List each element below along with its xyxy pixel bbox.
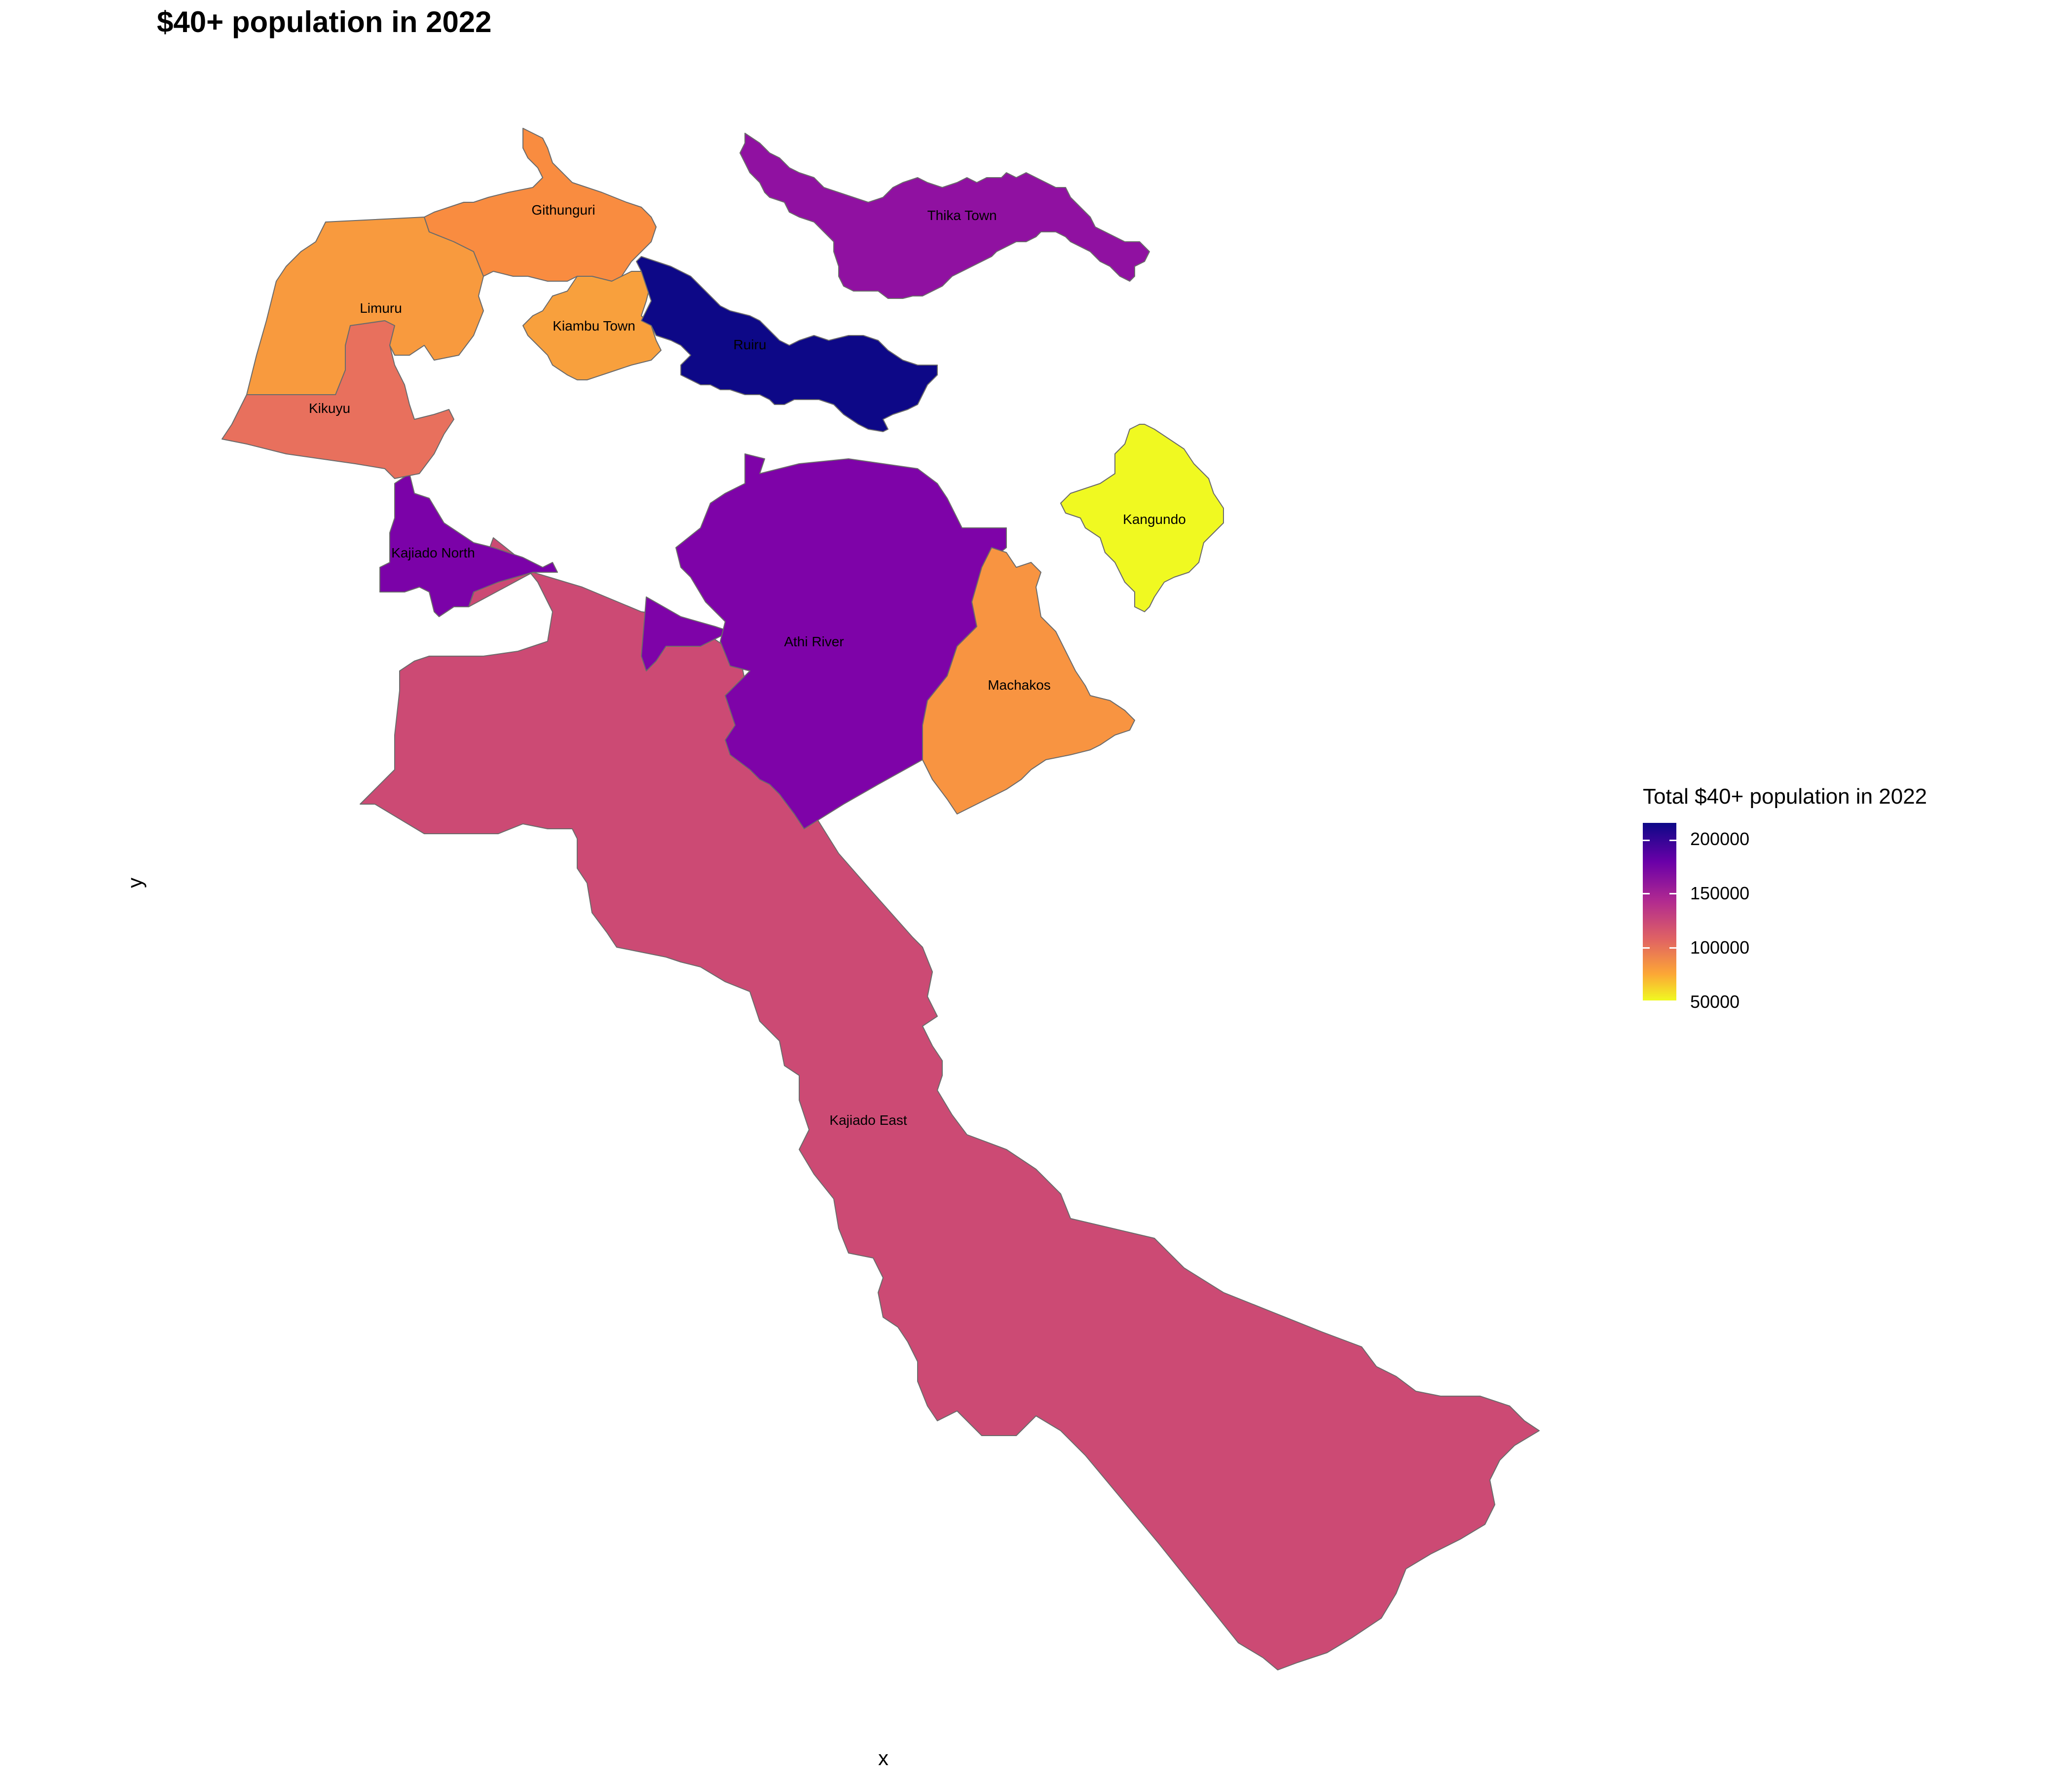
x-axis-label: x: [878, 1746, 888, 1770]
label-kajiado-north: Kajiado North: [391, 545, 475, 560]
legend-tick-mark: [1669, 1001, 1676, 1003]
region-athi-river[interactable]: [675, 453, 1007, 829]
region-kikuyu[interactable]: [222, 320, 454, 479]
region-machakos[interactable]: [922, 547, 1135, 814]
label-githunguri: Githunguri: [531, 202, 595, 218]
legend: Total $40+ population in 2022 200000 150…: [1643, 784, 1927, 1012]
region-athi-river-south[interactable]: [641, 596, 731, 671]
region-kajiado-north[interactable]: [379, 473, 558, 617]
region-thika-town[interactable]: [740, 133, 1150, 299]
label-kajiado-east: Kajiado East: [829, 1112, 907, 1128]
label-athi-river: Athi River: [784, 634, 844, 649]
label-limuru: Limuru: [360, 300, 402, 316]
label-thika-town: Thika Town: [927, 208, 997, 223]
label-kikuyu: Kikuyu: [309, 401, 350, 416]
legend-tick-mark: [1643, 1001, 1650, 1003]
legend-tick-mark: [1643, 893, 1650, 894]
region-kiambu-town[interactable]: [522, 271, 662, 380]
legend-tick-label: 150000: [1690, 883, 1750, 903]
region-ruiru[interactable]: [636, 256, 938, 432]
legend-colorbar: [1643, 823, 1676, 1003]
legend-tick-mark: [1669, 893, 1676, 894]
legend-title: Total $40+ population in 2022: [1643, 784, 1927, 809]
chart-title: $40+ population in 2022: [157, 5, 492, 38]
y-axis-label: y: [123, 878, 147, 888]
legend-tick-mark: [1669, 947, 1676, 949]
legend-tick-label: 200000: [1690, 829, 1750, 849]
legend-tick-label: 50000: [1690, 992, 1740, 1012]
legend-tick-mark: [1643, 947, 1650, 949]
legend-tick-label: 100000: [1690, 937, 1750, 958]
region-kangundo[interactable]: [1060, 424, 1224, 612]
label-kangundo: Kangundo: [1123, 512, 1186, 527]
label-machakos: Machakos: [988, 677, 1051, 693]
legend-tick-mark: [1643, 840, 1650, 841]
legend-tick-mark: [1669, 840, 1676, 841]
label-ruiru: Ruiru: [734, 337, 767, 352]
region-kajiado-east[interactable]: [360, 537, 1540, 1670]
label-kiambu-town: Kiambu Town: [553, 318, 635, 333]
region-githunguri[interactable]: [424, 128, 657, 282]
